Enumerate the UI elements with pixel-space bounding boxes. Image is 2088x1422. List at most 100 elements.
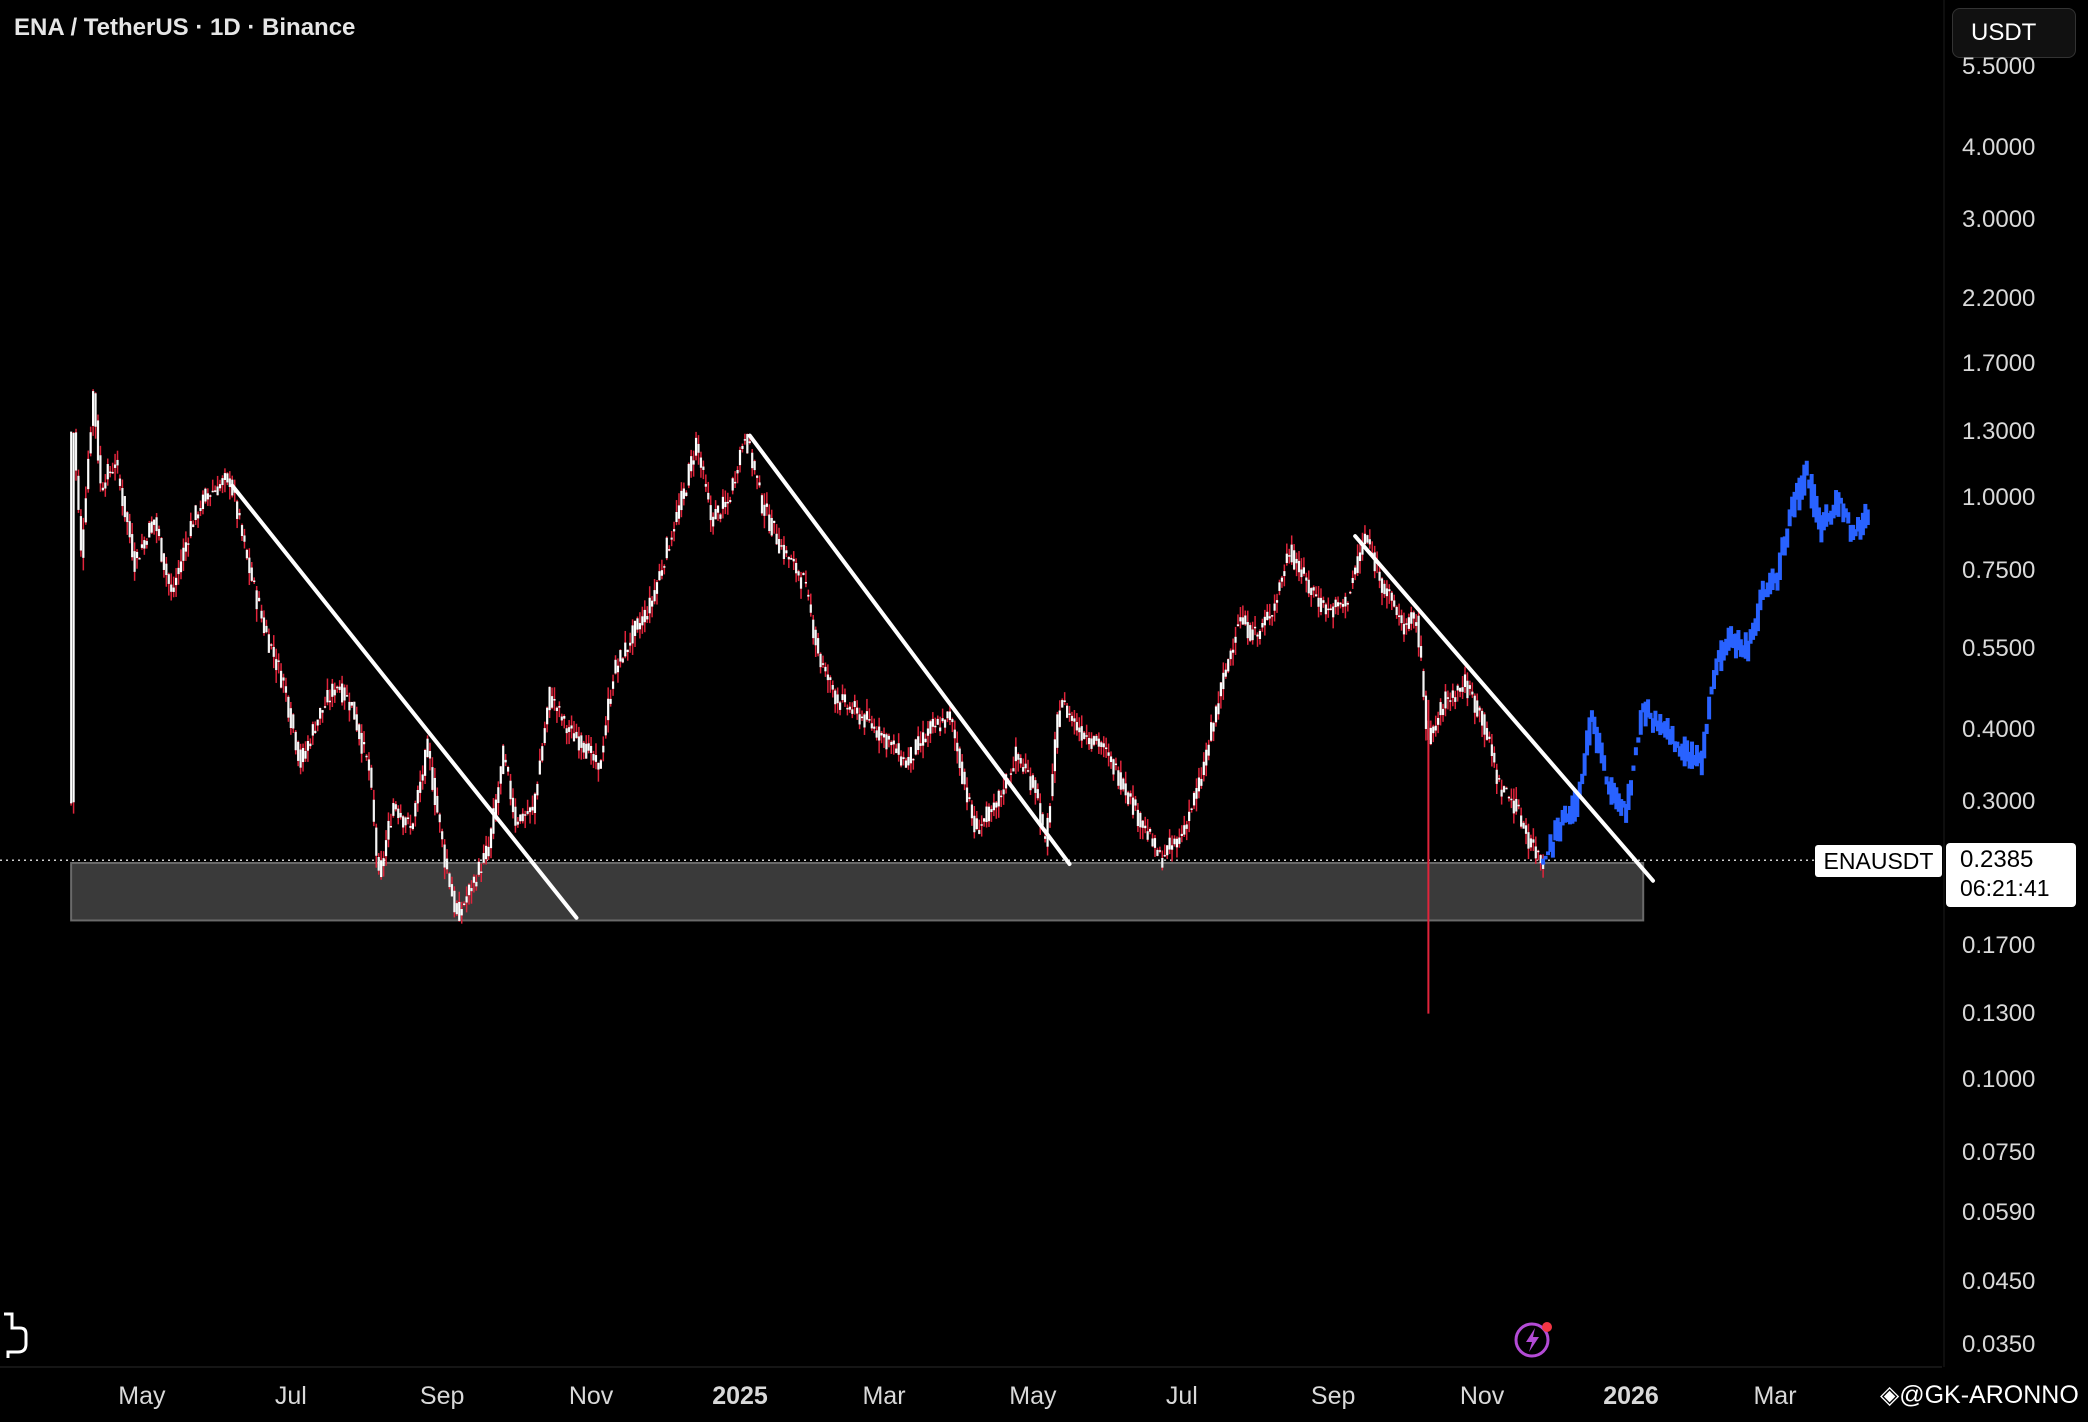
candle-body: [1537, 850, 1540, 853]
candle-body: [614, 659, 617, 674]
candle-body: [943, 719, 947, 728]
projection-bar: [1555, 817, 1560, 842]
candle-body: [82, 529, 85, 558]
candle-body: [1393, 600, 1396, 607]
candle-body: [106, 464, 109, 480]
candle-body: [799, 577, 803, 589]
projection-bar: [1807, 479, 1812, 489]
candle-body: [1078, 727, 1081, 733]
candle-body: [956, 742, 959, 752]
chart-tool-icon[interactable]: [0, 1310, 28, 1360]
candle-body: [848, 706, 851, 710]
candle-body: [973, 815, 976, 833]
candle-body: [1407, 617, 1410, 629]
candle-body: [123, 496, 126, 518]
candle-body: [1529, 838, 1533, 848]
candle-body: [1266, 611, 1269, 621]
candle-body: [1217, 703, 1220, 715]
candle-body: [1515, 798, 1518, 812]
candle-body: [255, 590, 258, 610]
candle-body: [477, 861, 480, 875]
candle-body: [1141, 820, 1144, 828]
candle-body: [289, 708, 292, 729]
candle-body: [1319, 597, 1323, 612]
candle-body: [1366, 535, 1369, 543]
candle-body: [104, 482, 107, 489]
candle-body: [118, 478, 122, 486]
candle-body: [1520, 815, 1523, 827]
candle-body: [1473, 695, 1476, 713]
projection-bar: [1765, 582, 1770, 598]
projection-bar: [1585, 730, 1590, 756]
candle-body: [338, 686, 341, 690]
candle-body: [377, 857, 380, 871]
candle-body: [987, 806, 991, 822]
candle-body: [321, 710, 324, 713]
projection-bar: [1609, 777, 1614, 805]
candle-body: [746, 434, 749, 454]
candle-body: [1087, 738, 1091, 745]
trendline[interactable]: [747, 433, 1072, 867]
candle-body: [624, 642, 627, 657]
candle-body: [1190, 808, 1193, 810]
candle-body: [978, 829, 981, 834]
candle-body: [1063, 700, 1066, 702]
candle-body: [1451, 690, 1454, 698]
candle-body: [372, 799, 375, 822]
candle-body: [1236, 624, 1240, 627]
candle-body: [1183, 825, 1186, 835]
candle-body: [455, 903, 458, 915]
candle-body: [550, 696, 554, 708]
candle-body: [548, 686, 551, 711]
candle-body: [1424, 695, 1428, 729]
candle-body: [1066, 705, 1069, 718]
candle-body: [631, 625, 634, 644]
binance-logo-icon: ◈: [1880, 1381, 1900, 1409]
candle-body: [655, 582, 659, 594]
candle-body: [323, 706, 327, 708]
candle-body: [704, 484, 707, 487]
candle-body: [414, 803, 417, 817]
candle-body: [724, 501, 727, 508]
candle-body: [563, 716, 566, 719]
projection-bar: [1567, 806, 1572, 825]
candle-body: [738, 449, 742, 466]
candle-body: [1446, 697, 1450, 699]
price-tag: 0.2385 06:21:41: [1946, 843, 2076, 907]
candle-body: [1405, 623, 1408, 625]
currency-button[interactable]: USDT: [1952, 8, 2076, 58]
candle-body: [543, 728, 546, 744]
trendline[interactable]: [230, 483, 579, 920]
candle-body: [672, 529, 676, 532]
projection-bar: [1553, 820, 1558, 841]
candle-body: [1105, 747, 1108, 750]
candle-body: [682, 488, 685, 499]
candle-body: [997, 790, 1000, 807]
candle-body: [192, 524, 195, 528]
trendline[interactable]: [1353, 534, 1655, 883]
candle-body: [1161, 857, 1164, 868]
candle-body: [1358, 552, 1362, 562]
candle-body: [1232, 649, 1235, 653]
candle-body: [1234, 636, 1237, 643]
trendlines[interactable]: [230, 433, 1655, 920]
candle-body: [380, 860, 383, 878]
candle-body: [858, 714, 861, 725]
projection-bar: [1836, 492, 1841, 517]
candle-body: [187, 543, 190, 545]
candle-body: [797, 571, 800, 576]
candle-body: [1207, 744, 1210, 756]
candle-body: [865, 711, 869, 720]
candle-body: [1314, 594, 1318, 597]
projection-bar: [1653, 710, 1658, 727]
candle-body: [585, 743, 588, 759]
candle-body: [211, 490, 214, 493]
flash-icon[interactable]: [1514, 1318, 1554, 1358]
candle-body: [1085, 735, 1088, 737]
candle-body: [929, 721, 932, 734]
candle-body: [1395, 606, 1398, 616]
candle-body: [1149, 829, 1152, 832]
candle-body: [907, 756, 910, 766]
candle-body: [1510, 798, 1513, 801]
